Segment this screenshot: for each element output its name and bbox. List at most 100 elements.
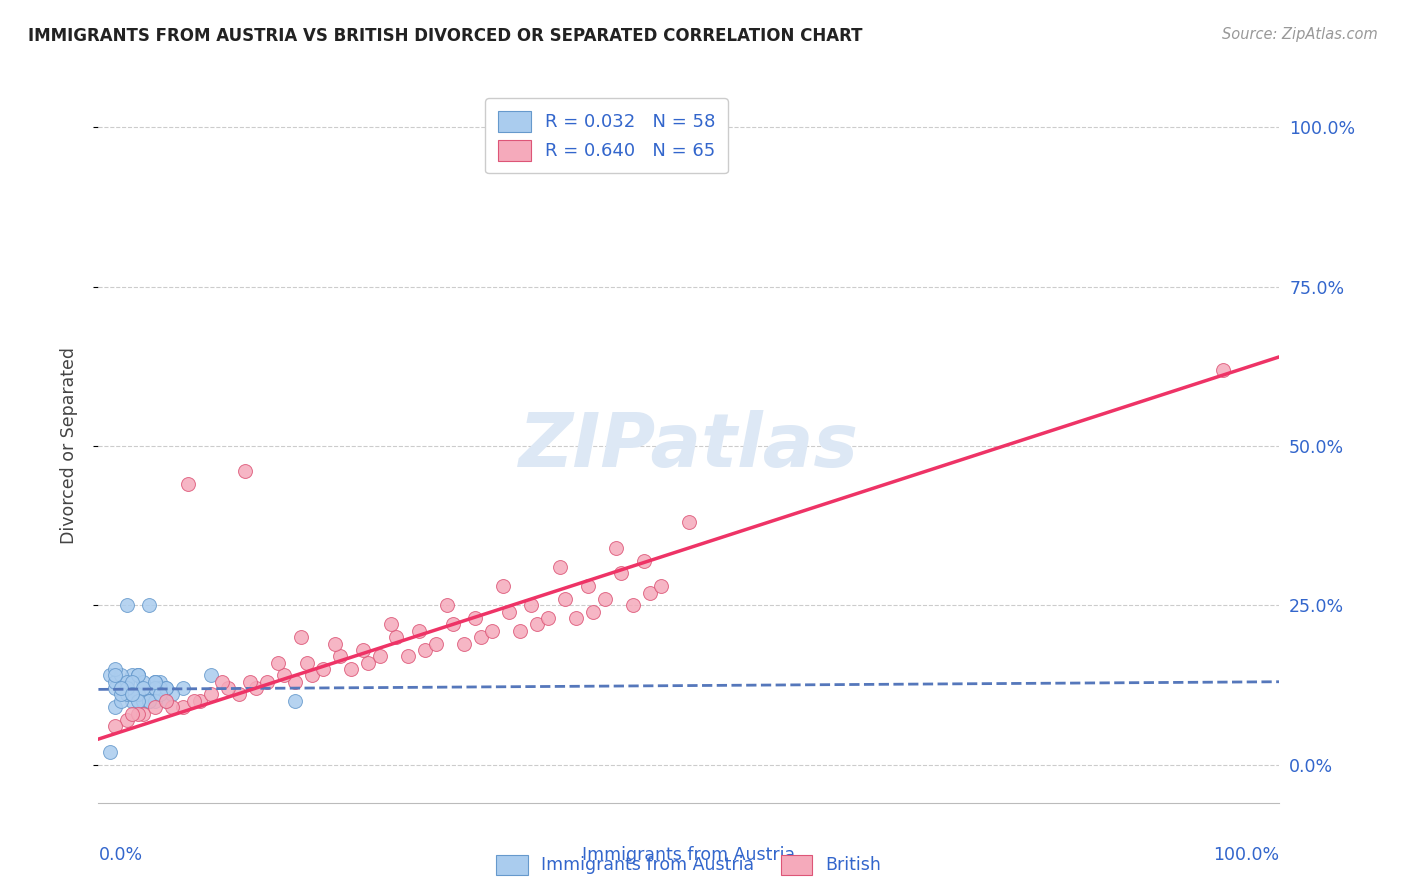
Point: [368, 649, 391, 664]
Point: [143, 700, 166, 714]
Point: [509, 624, 531, 638]
Point: [290, 630, 312, 644]
Point: [115, 674, 138, 689]
Text: 100.0%: 100.0%: [1213, 846, 1279, 863]
Text: IMMIGRANTS FROM AUSTRIA VS BRITISH DIVORCED OR SEPARATED CORRELATION CHART: IMMIGRANTS FROM AUSTRIA VS BRITISH DIVOR…: [28, 27, 863, 45]
Point: [357, 656, 380, 670]
Point: [104, 719, 127, 733]
Point: [576, 579, 599, 593]
Point: [155, 681, 177, 695]
Point: [127, 668, 149, 682]
Point: [481, 624, 503, 638]
Point: [127, 688, 149, 702]
Point: [340, 662, 363, 676]
Point: [138, 694, 160, 708]
Point: [138, 688, 160, 702]
Point: [98, 668, 121, 682]
Point: [441, 617, 464, 632]
Point: [312, 662, 335, 676]
Point: [115, 599, 138, 613]
Point: [172, 681, 194, 695]
Point: [638, 585, 661, 599]
Point: [498, 605, 520, 619]
Point: [228, 688, 250, 702]
Point: [425, 636, 447, 650]
Point: [396, 649, 419, 664]
Point: [593, 591, 616, 606]
Point: [132, 688, 155, 702]
Point: [188, 694, 211, 708]
Point: [554, 591, 576, 606]
Point: [155, 694, 177, 708]
Point: [582, 605, 605, 619]
Point: [127, 668, 149, 682]
Point: [104, 668, 127, 682]
Point: [149, 681, 172, 695]
Point: [610, 566, 633, 581]
Point: [408, 624, 430, 638]
Point: [110, 688, 132, 702]
Text: Source: ZipAtlas.com: Source: ZipAtlas.com: [1222, 27, 1378, 42]
Point: [621, 599, 644, 613]
Point: [143, 681, 166, 695]
Point: [267, 656, 290, 670]
Point: [329, 649, 352, 664]
Point: [492, 579, 515, 593]
Point: [138, 694, 160, 708]
Point: [217, 681, 239, 695]
Point: [436, 599, 458, 613]
Point: [143, 674, 166, 689]
Text: 0.0%: 0.0%: [98, 846, 142, 863]
Point: [301, 668, 323, 682]
Point: [155, 694, 177, 708]
Point: [1212, 362, 1234, 376]
Point: [104, 674, 127, 689]
Point: [183, 694, 205, 708]
Point: [132, 674, 155, 689]
Point: [323, 636, 346, 650]
Point: [115, 688, 138, 702]
Point: [548, 560, 571, 574]
Point: [526, 617, 548, 632]
Point: [143, 681, 166, 695]
Point: [104, 662, 127, 676]
Point: [149, 674, 172, 689]
Point: [104, 700, 127, 714]
Point: [115, 674, 138, 689]
Point: [200, 668, 222, 682]
Point: [138, 694, 160, 708]
Point: [413, 643, 436, 657]
Point: [110, 681, 132, 695]
Point: [464, 611, 486, 625]
Point: [110, 681, 132, 695]
Point: [138, 694, 160, 708]
Point: [211, 674, 233, 689]
Point: [155, 681, 177, 695]
Point: [121, 674, 143, 689]
Point: [104, 681, 127, 695]
Point: [160, 700, 183, 714]
Point: [127, 688, 149, 702]
Point: [121, 694, 143, 708]
Point: [245, 681, 267, 695]
Point: [352, 643, 374, 657]
Point: [115, 681, 138, 695]
Point: [121, 668, 143, 682]
Point: [177, 477, 200, 491]
Point: [565, 611, 588, 625]
Point: [200, 688, 222, 702]
Point: [233, 465, 256, 479]
Point: [143, 674, 166, 689]
Point: [110, 668, 132, 682]
Point: [132, 681, 155, 695]
Point: [650, 579, 672, 593]
Point: [605, 541, 627, 555]
Point: [385, 630, 408, 644]
Point: [284, 674, 307, 689]
Point: [453, 636, 475, 650]
Point: [284, 694, 307, 708]
Legend: Immigrants from Austria, British: Immigrants from Austria, British: [484, 843, 894, 887]
Point: [273, 668, 295, 682]
Point: [295, 656, 318, 670]
Point: [256, 674, 278, 689]
